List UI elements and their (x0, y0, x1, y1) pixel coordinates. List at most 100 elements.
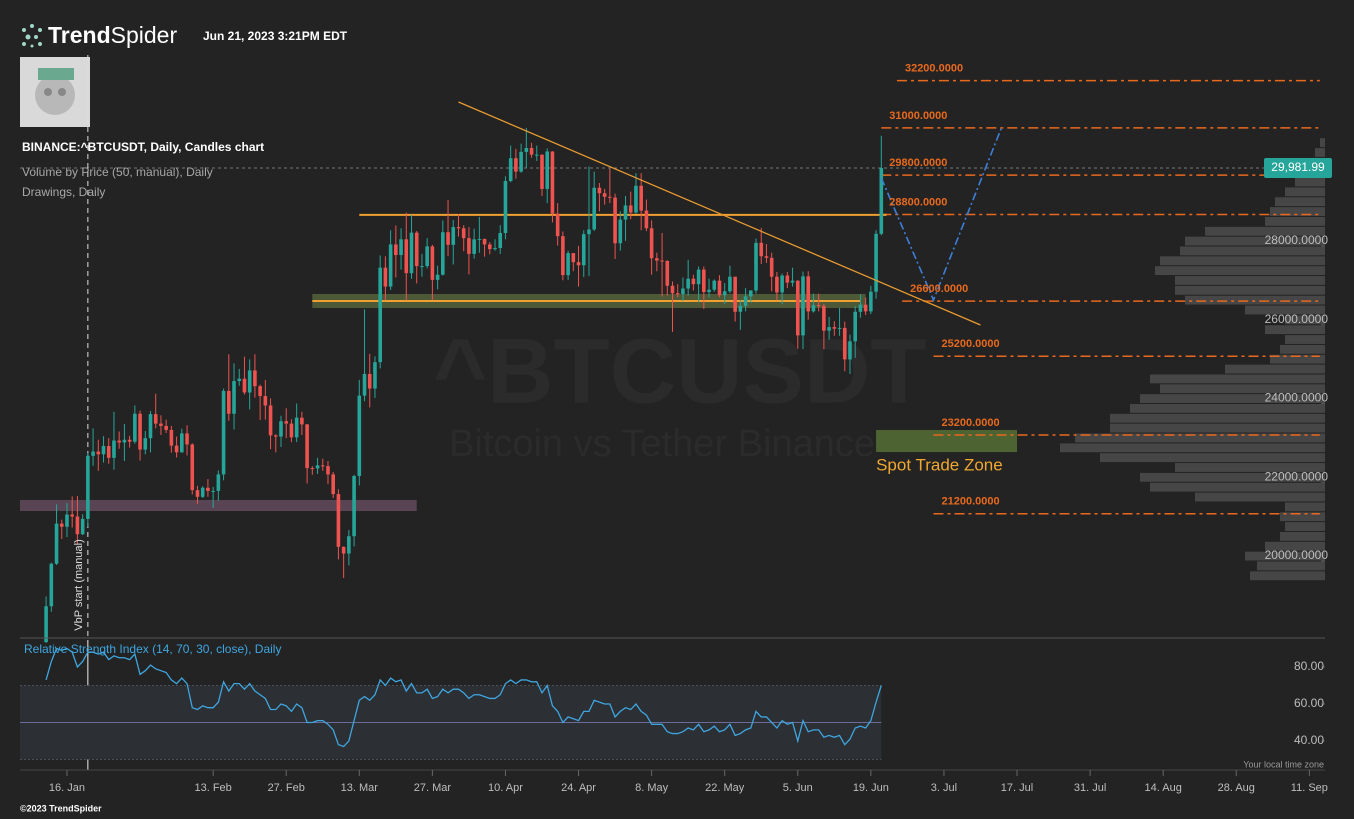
plot-area (20, 55, 1325, 770)
footer: ©2023 TrendSpider (20, 803, 102, 813)
level-label: 26600.0000 (910, 283, 968, 295)
candle-body (655, 258, 659, 261)
candle-body (273, 435, 278, 437)
candle-body (816, 305, 821, 307)
zone (20, 500, 417, 512)
candle-body (571, 253, 576, 263)
vbp-bar (1195, 492, 1325, 502)
vbp-bar (1185, 295, 1325, 305)
projection (880, 127, 1003, 303)
zone (876, 430, 1018, 453)
vbp-bar (1060, 443, 1325, 453)
candle-body (414, 232, 419, 267)
candle-body (467, 238, 471, 254)
vbp-bar (1245, 305, 1325, 315)
candle-body (691, 278, 696, 285)
x-tick-label: 13. Feb (194, 782, 231, 794)
candle-body (190, 444, 195, 491)
vbp-bar (1150, 374, 1325, 384)
candle-body (524, 147, 529, 152)
candle-body (148, 414, 153, 439)
candle-body (180, 433, 184, 453)
logo-icon (22, 24, 42, 48)
y-tick-label: 22000.0000 (1265, 469, 1329, 483)
last-price-box (1264, 157, 1332, 178)
candle-body (534, 154, 539, 156)
candle-body (733, 276, 737, 312)
rsi-y-tick-label: 40.00 (1294, 733, 1324, 747)
vbp-bar (1175, 276, 1325, 285)
vbp-bar (1110, 423, 1325, 433)
candle-body (289, 423, 294, 438)
candle-body (367, 373, 372, 389)
candle-body (310, 468, 315, 470)
candle-body (91, 451, 95, 456)
candle-body (754, 242, 758, 291)
candle-body (508, 158, 513, 182)
candle-body (795, 280, 800, 336)
candle-body (842, 327, 847, 360)
candle-body (86, 455, 90, 519)
vbp-bar (1270, 207, 1325, 216)
vbp-bar (1265, 541, 1325, 551)
candle-body (743, 296, 748, 306)
vbp-bar (1140, 394, 1325, 404)
candle-body (529, 147, 534, 155)
candle-body (112, 440, 116, 458)
rsi-y-tick-label: 80.00 (1294, 659, 1324, 673)
level-label: 29800.0000 (889, 157, 947, 169)
candle-body (644, 210, 649, 229)
candle-body (848, 341, 852, 360)
candle-body (519, 151, 523, 172)
vbp-bar (1285, 522, 1325, 531)
level-label: 25200.0000 (942, 338, 1000, 350)
zone-label: Spot Trade Zone (876, 456, 1003, 475)
x-tick-label: 22. May (705, 782, 745, 794)
candle-body (613, 197, 617, 244)
candle-body (764, 256, 769, 258)
candle-body (237, 378, 242, 382)
x-tick-label: 19. Jun (853, 782, 889, 794)
candle-body (388, 244, 393, 287)
candle-body (712, 280, 717, 290)
candle-body (247, 370, 252, 393)
candle-body (133, 413, 137, 442)
y-tick-label: 20000.0000 (1265, 548, 1329, 562)
candle-body (837, 327, 842, 329)
vbp-bar (1180, 246, 1325, 256)
candle-body (853, 311, 857, 342)
candle-body (863, 304, 868, 312)
candle-body (545, 151, 550, 189)
candle-body (65, 514, 69, 527)
logo: TrendSpider (48, 22, 177, 48)
candle-body (430, 246, 435, 280)
candle-body (232, 381, 236, 414)
rsi-y-tick-label: 60.00 (1294, 696, 1324, 710)
candle-body (493, 247, 497, 250)
candle-body (576, 262, 581, 266)
candle-body (70, 514, 74, 517)
candle-body (477, 238, 482, 240)
candle-body (420, 266, 424, 268)
candle-body (242, 378, 247, 393)
candle-body (326, 466, 330, 475)
vbp-bar (1100, 453, 1325, 463)
candle-body (451, 227, 456, 245)
candle-body (347, 536, 351, 554)
candle-body (858, 304, 863, 312)
candle-body (581, 234, 586, 266)
candle-body (279, 421, 283, 437)
vbp-bar (1265, 216, 1325, 226)
x-tick-label: 14. Aug (1145, 782, 1182, 794)
candle-body (59, 523, 64, 527)
vbp-bar (1175, 463, 1325, 472)
vbp-bar (1320, 138, 1325, 148)
level-label: 28800.0000 (889, 196, 947, 208)
x-tick-label: 5. Jun (783, 782, 813, 794)
candle-body (206, 487, 210, 491)
vbp-bar (1250, 571, 1325, 581)
candle-body (769, 257, 774, 277)
candle-body (54, 523, 59, 564)
candle-body (101, 446, 106, 455)
